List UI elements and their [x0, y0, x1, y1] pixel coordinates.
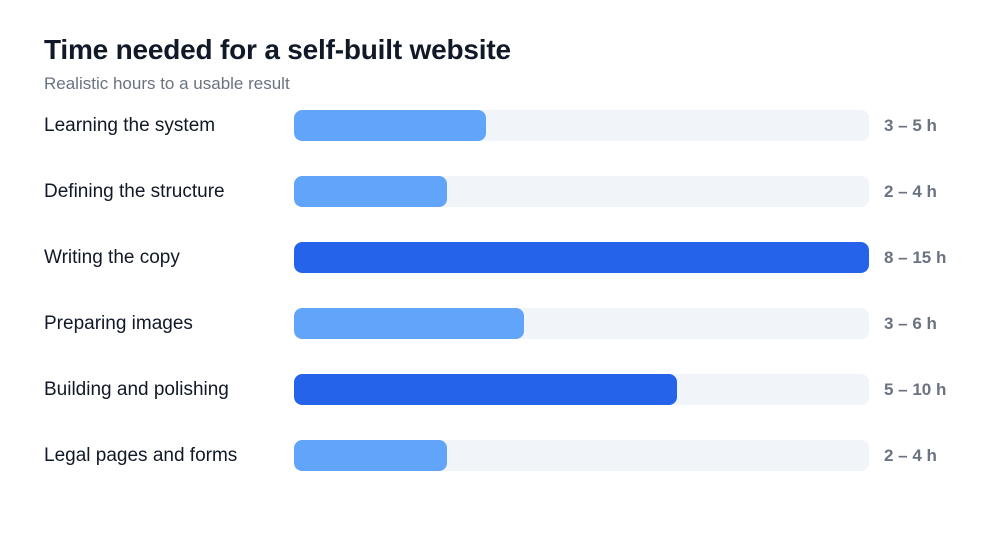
bar-rows: Learning the system 3 – 5 h Defining the s…: [0, 110, 1000, 506]
bar-track: [294, 374, 869, 405]
bar-row: Building and polishing 5 – 10 h: [0, 374, 1000, 405]
category-label: Preparing images: [44, 313, 193, 334]
category-label: Defining the structure: [44, 181, 225, 202]
bar: [294, 440, 448, 471]
bar-row: Learning the system 3 – 5 h: [0, 110, 1000, 141]
bar-row: Legal pages and forms 2 – 4 h: [0, 440, 1000, 471]
category-label: Legal pages and forms: [44, 445, 238, 466]
bar: [294, 110, 486, 141]
bar-track: [294, 242, 869, 273]
bar: [294, 242, 869, 273]
category-label: Building and polishing: [44, 379, 229, 400]
bar: [294, 308, 524, 339]
category-label: Writing the copy: [44, 247, 180, 268]
bar-track: [294, 176, 869, 207]
value-label: 2 – 4 h: [884, 182, 937, 201]
bar: [294, 176, 448, 207]
value-label: 3 – 5 h: [884, 116, 937, 135]
bar-track: [294, 308, 869, 339]
bar-row: Preparing images 3 – 6 h: [0, 308, 1000, 339]
value-label: 3 – 6 h: [884, 314, 937, 333]
value-label: 8 – 15 h: [884, 248, 947, 267]
bar-row: Writing the copy 8 – 15 h: [0, 242, 1000, 273]
bar-track: [294, 110, 869, 141]
bar-track: [294, 440, 869, 471]
value-label: 2 – 4 h: [884, 446, 937, 465]
value-label: 5 – 10 h: [884, 380, 947, 399]
chart-title: Time needed for a self-built website: [44, 34, 511, 65]
bar-row: Defining the structure 2 – 4 h: [0, 176, 1000, 207]
bar: [294, 374, 678, 405]
chart-subtitle: Realistic hours to a usable result: [44, 74, 290, 93]
category-label: Learning the system: [44, 115, 216, 136]
